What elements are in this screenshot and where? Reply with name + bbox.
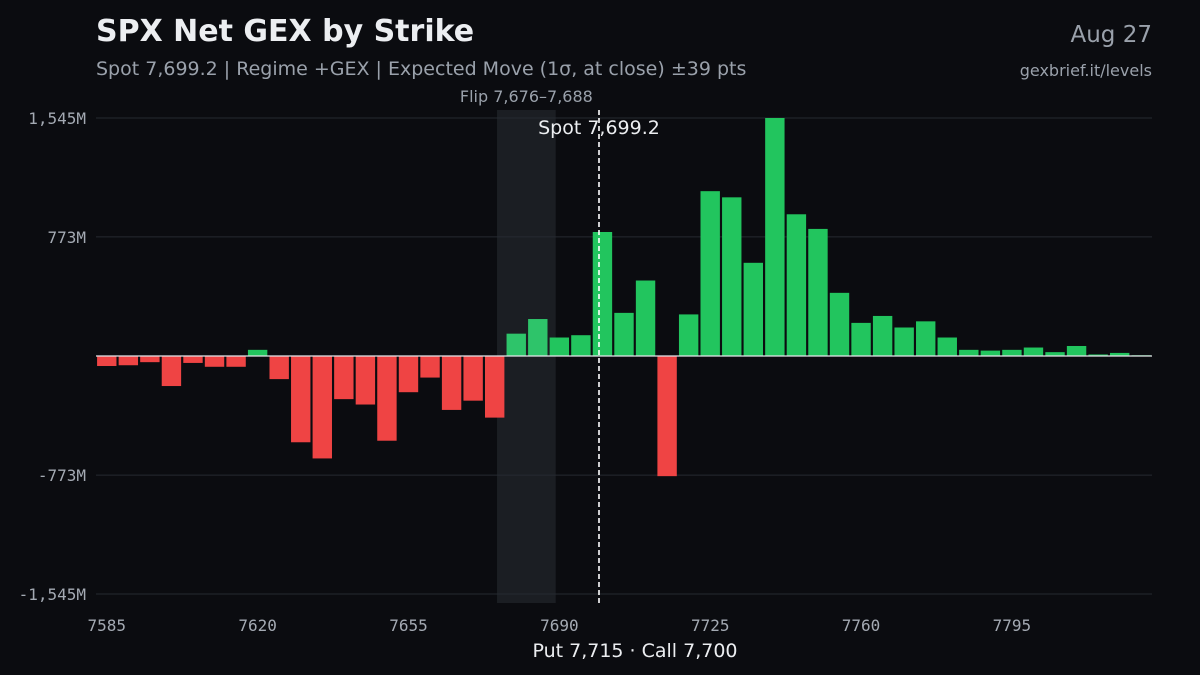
flip-zone-label: Flip 7,676–7,688: [460, 87, 593, 106]
bar-strike-7805: [1045, 352, 1065, 356]
bar-strike-7795: [1002, 349, 1022, 356]
bar-strike-7645: [355, 356, 376, 405]
bar-strike-7685: [528, 319, 548, 356]
bar-strike-7815: [1088, 354, 1108, 356]
bar-strike-7660: [420, 356, 440, 378]
y-tick-label: 1,545M: [28, 109, 86, 128]
x-tick-label: 7795: [993, 616, 1032, 635]
chart-title: SPX Net GEX by Strike: [96, 14, 475, 49]
x-tick-label: 7585: [88, 616, 127, 635]
bar-strike-7620: [247, 349, 268, 356]
bar-strike-7710: [635, 280, 656, 356]
bar-strike-7755: [829, 292, 850, 356]
bar-strike-7715: [657, 356, 677, 477]
bar-strike-7740: [765, 118, 785, 356]
bar-strike-7615: [226, 356, 246, 367]
bar-strike-7765: [872, 315, 893, 356]
bar-strike-7605: [183, 356, 203, 363]
x-tick-label: 7655: [389, 616, 428, 635]
bar-strike-7770: [894, 327, 914, 356]
date-label: Aug 27: [1070, 22, 1153, 48]
bar-strike-7705: [614, 312, 634, 356]
walls-footer: Put 7,715 · Call 7,700: [532, 640, 738, 662]
spot-label: Spot 7,699.2: [538, 117, 660, 139]
bar-strike-7680: [506, 333, 526, 356]
bar-strike-7585: [97, 356, 117, 367]
bar-strike-7800: [1023, 347, 1044, 356]
x-tick-label: 7760: [842, 616, 881, 635]
bar-strike-7690: [549, 337, 570, 356]
bar-strike-7780: [937, 337, 957, 356]
bar-strike-7750: [808, 228, 828, 356]
bar-strike-7655: [398, 356, 419, 393]
bar-strike-7775: [916, 321, 936, 356]
bar-strike-7670: [463, 356, 483, 401]
bar-strike-7665: [441, 356, 462, 410]
site-link: gexbrief.it/levels: [1019, 61, 1152, 80]
bar-strike-7590: [118, 356, 139, 366]
x-tick-label: 7690: [540, 616, 579, 635]
bar-strike-7735: [743, 262, 764, 356]
bar-strike-7675: [484, 356, 505, 418]
y-tick-label: 773M: [47, 228, 86, 247]
bar-strike-7760: [851, 322, 871, 356]
y-tick-label: -1,545M: [19, 585, 86, 604]
bar-strike-7820: [1109, 352, 1130, 356]
y-tick-label: -773M: [38, 466, 86, 485]
bar-strike-7640: [334, 356, 354, 400]
bar-strike-7625: [269, 356, 289, 380]
bar-strike-7810: [1066, 345, 1087, 356]
bar-strike-7650: [377, 356, 397, 441]
bar-strike-7720: [678, 314, 699, 356]
x-tick-label: 7725: [691, 616, 730, 635]
bar-strike-7725: [700, 191, 720, 356]
x-tick-label: 7620: [238, 616, 277, 635]
bar-strike-7745: [786, 214, 807, 356]
bar-strike-7630: [291, 356, 311, 443]
bar-strike-7595: [140, 356, 160, 363]
bar-strike-7785: [959, 349, 979, 356]
bar-strike-7635: [312, 356, 332, 459]
bar-strike-7700: [592, 231, 613, 356]
chart-subtitle: Spot 7,699.2 | Regime +GEX | Expected Mo…: [96, 58, 747, 80]
bar-strike-7730: [722, 197, 742, 356]
bar-strike-7610: [204, 356, 225, 367]
bar-strike-7600: [161, 356, 182, 387]
bar-strike-7790: [980, 350, 1001, 356]
bar-strike-7695: [571, 335, 591, 356]
